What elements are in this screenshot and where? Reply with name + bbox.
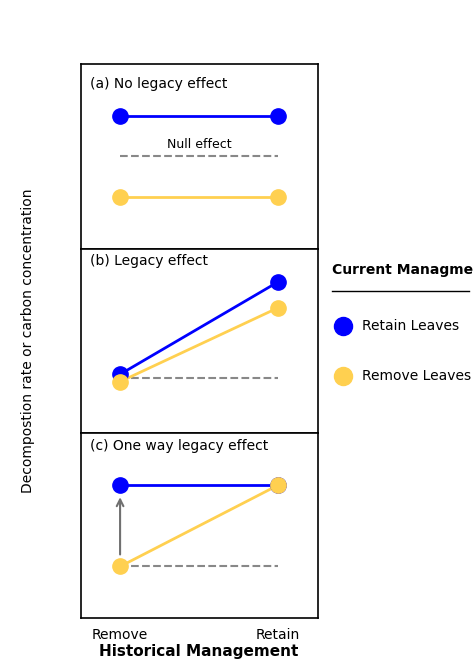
Text: Historical Management: Historical Management (100, 644, 299, 659)
Text: Decompostion rate or carbon concentration: Decompostion rate or carbon concentratio… (21, 189, 36, 493)
Text: (c) One way legacy effect: (c) One way legacy effect (90, 439, 268, 453)
Text: (a) No legacy effect: (a) No legacy effect (90, 77, 228, 91)
Text: Null effect: Null effect (167, 138, 231, 151)
Text: (b) Legacy effect: (b) Legacy effect (90, 254, 208, 268)
Text: Remove Leaves: Remove Leaves (362, 369, 471, 383)
Text: Current Managment: Current Managment (332, 263, 474, 277)
Text: Retain Leaves: Retain Leaves (362, 319, 459, 333)
